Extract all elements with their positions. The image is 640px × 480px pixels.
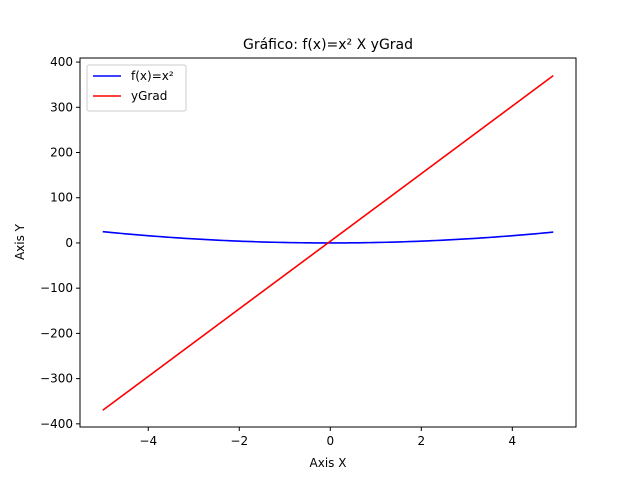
x-tick-label: −2 xyxy=(230,434,248,448)
y-tick-label: −200 xyxy=(40,326,73,340)
x-tick-label: −4 xyxy=(139,434,157,448)
y-tick-label: 200 xyxy=(50,146,73,160)
x-tick-label: 0 xyxy=(326,434,334,448)
x-axis-ticks: −4 −2 0 2 4 xyxy=(139,427,516,448)
y-axis-label: Axis Y xyxy=(13,223,27,260)
x-axis-label: Axis X xyxy=(310,456,347,470)
y-tick-label: 0 xyxy=(65,236,73,250)
y-tick-label: 100 xyxy=(50,191,73,205)
series-layer xyxy=(102,74,554,411)
y-tick-label: −400 xyxy=(40,417,73,431)
chart-title: Gráfico: f(x)=x² X yGrad xyxy=(243,37,413,53)
y-tick-label: 400 xyxy=(50,55,73,69)
y-tick-label: 300 xyxy=(50,100,73,114)
series-line-ygrad xyxy=(102,74,554,411)
legend-label: f(x)=x² xyxy=(131,69,174,83)
x-tick-label: 4 xyxy=(508,434,516,448)
legend: f(x)=x² yGrad xyxy=(86,64,187,112)
legend-label: yGrad xyxy=(131,89,167,103)
x-tick-label: 2 xyxy=(417,434,425,448)
y-tick-label: −100 xyxy=(40,281,73,295)
y-tick-label: −300 xyxy=(40,372,73,386)
y-axis-ticks: −400 −300 −200 −100 0 100 200 300 400 xyxy=(40,55,80,431)
